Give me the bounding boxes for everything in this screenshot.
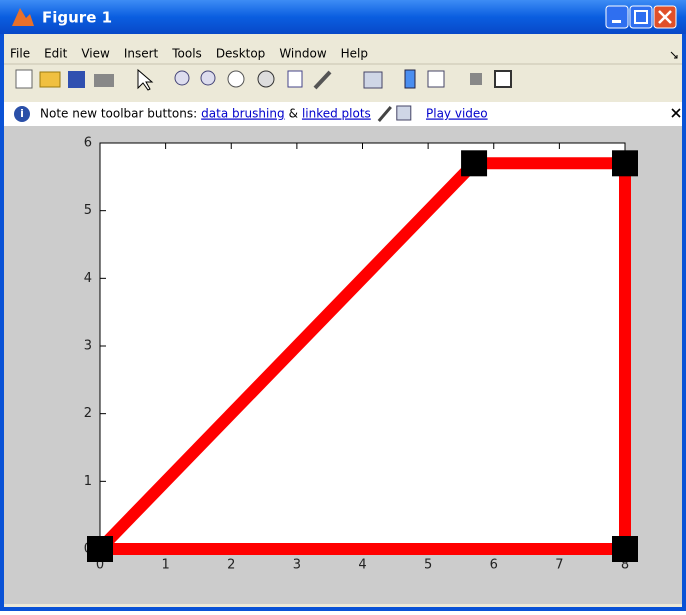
menu-item[interactable]: Desktop <box>216 47 266 61</box>
new-icon[interactable] <box>15 69 33 89</box>
rotate-icon[interactable] <box>257 70 275 88</box>
maximize-glyph <box>634 10 648 24</box>
brush-icon[interactable] <box>313 70 332 90</box>
y-tick-label: 1 <box>84 474 92 489</box>
info-text: Note new toolbar buttons: <box>40 107 197 121</box>
print-icon[interactable] <box>94 74 114 87</box>
info-text: & <box>289 107 298 121</box>
x-tick-label: 7 <box>555 558 563 573</box>
show-tools-icon[interactable] <box>494 70 512 88</box>
x-tick-label: 3 <box>293 558 301 573</box>
marker <box>612 536 638 562</box>
axes: 0123456780123456 <box>84 136 638 573</box>
info-bar <box>4 102 682 126</box>
x-tick-label: 8 <box>621 558 629 573</box>
colorbar-icon[interactable] <box>404 69 416 89</box>
close-glyph <box>658 10 672 24</box>
open-icon[interactable] <box>39 71 61 88</box>
save-icon[interactable] <box>68 71 85 88</box>
menu-bar: File Edit View Insert Tools Desktop Window Help <box>10 47 368 61</box>
info-link[interactable]: data brushing <box>201 107 284 121</box>
x-tick-label: 2 <box>227 558 235 573</box>
window-buttons <box>605 5 677 29</box>
link-icon[interactable] <box>363 71 383 89</box>
info-link[interactable]: Play video <box>426 107 488 121</box>
info-texts: Note new toolbar buttons: data brushing & l… <box>40 105 488 122</box>
menu-item[interactable]: Tools <box>171 47 202 61</box>
menu-item[interactable]: Window <box>279 47 327 61</box>
plot-area <box>99 142 626 550</box>
marker <box>612 150 638 177</box>
menu-item[interactable]: Edit <box>44 47 68 61</box>
datacursor-icon[interactable] <box>287 70 303 88</box>
minimize-glyph <box>612 20 621 23</box>
x-tick-label: 5 <box>424 558 432 573</box>
legend-icon[interactable] <box>427 70 445 88</box>
minimize-button[interactable] <box>605 5 629 29</box>
title-bar <box>0 0 686 34</box>
y-tick-label: 3 <box>84 339 92 354</box>
toolbar <box>15 68 512 91</box>
menu-item[interactable]: Insert <box>124 47 159 61</box>
info-close[interactable] <box>671 108 681 118</box>
hide-tools-icon[interactable] <box>470 73 482 85</box>
link-icon <box>396 105 412 121</box>
menu-item[interactable]: Help <box>341 47 368 61</box>
pan-icon[interactable] <box>227 70 245 88</box>
app-icon <box>12 8 34 26</box>
menu-item[interactable]: File <box>10 47 30 61</box>
marker <box>87 536 113 562</box>
dock-arrow <box>670 51 678 59</box>
y-tick-label: 4 <box>84 271 92 286</box>
y-tick-label: 5 <box>84 203 92 218</box>
window-title: Figure 1 <box>42 9 112 27</box>
x-tick-label: 1 <box>161 558 169 573</box>
info-icon <box>14 106 30 122</box>
pointer-icon[interactable] <box>137 68 154 91</box>
brush-icon <box>377 106 392 122</box>
x-tick-label: 4 <box>358 558 366 573</box>
zoom-in-icon[interactable] <box>174 70 190 86</box>
x-tick-label: 0 <box>96 558 104 573</box>
zoom-out-icon[interactable] <box>200 70 216 86</box>
marker <box>461 150 488 177</box>
y-tick-label: 2 <box>84 406 92 421</box>
maximize-button[interactable] <box>629 5 653 29</box>
info-glyph: i <box>20 107 24 120</box>
y-tick-label: 6 <box>84 136 92 151</box>
info-link[interactable]: linked plots <box>302 107 371 121</box>
menu-item[interactable]: View <box>81 47 110 61</box>
x-tick-label: 6 <box>490 558 498 573</box>
